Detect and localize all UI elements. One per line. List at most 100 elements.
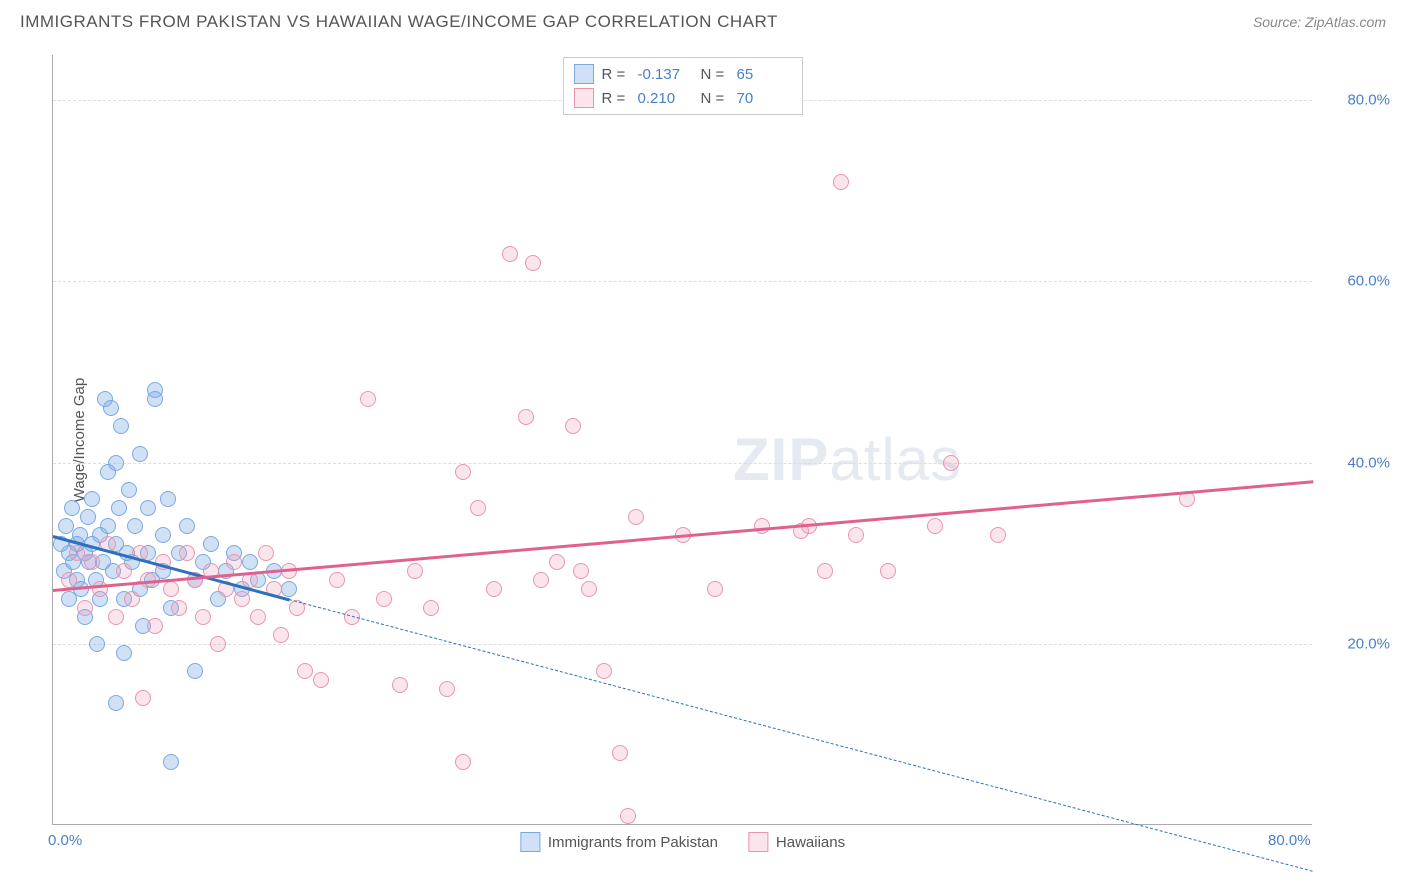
gridline: [53, 281, 1312, 282]
data-point: [80, 509, 96, 525]
data-point: [754, 518, 770, 534]
y-tick-label: 80.0%: [1347, 92, 1390, 109]
data-point: [124, 591, 140, 607]
data-point: [203, 536, 219, 552]
data-point: [116, 563, 132, 579]
data-point: [281, 581, 297, 597]
data-point: [549, 554, 565, 570]
data-point: [84, 491, 100, 507]
data-point: [89, 636, 105, 652]
data-point: [707, 581, 723, 597]
r-value: -0.137: [638, 66, 693, 83]
data-point: [927, 518, 943, 534]
gridline: [53, 463, 1312, 464]
data-point: [313, 672, 329, 688]
n-label: N =: [701, 66, 729, 83]
data-point: [116, 645, 132, 661]
chart-title: IMMIGRANTS FROM PAKISTAN VS HAWAIIAN WAG…: [20, 12, 778, 32]
data-point: [163, 581, 179, 597]
data-point: [210, 636, 226, 652]
watermark-light: atlas: [829, 426, 961, 493]
data-point: [258, 545, 274, 561]
legend-label: Immigrants from Pakistan: [548, 834, 718, 851]
data-point: [518, 409, 534, 425]
watermark: ZIPatlas: [733, 425, 961, 494]
trend-line: [289, 599, 1313, 872]
data-point: [612, 745, 628, 761]
data-point: [533, 572, 549, 588]
legend-row: R = -0.137 N = 65: [574, 62, 792, 86]
data-point: [64, 500, 80, 516]
trend-line: [53, 481, 1313, 592]
data-point: [848, 527, 864, 543]
data-point: [376, 591, 392, 607]
data-point: [113, 418, 129, 434]
y-tick-label: 20.0%: [1347, 635, 1390, 652]
data-point: [132, 446, 148, 462]
n-value: 70: [737, 90, 792, 107]
data-point: [573, 563, 589, 579]
x-tick-label: 80.0%: [1268, 832, 1311, 849]
data-point: [596, 663, 612, 679]
data-point: [620, 808, 636, 824]
r-label: R =: [602, 90, 630, 107]
data-point: [407, 563, 423, 579]
plot-area: ZIPatlas R =-0.137N =65R =0.210N =70 Imm…: [52, 55, 1312, 825]
data-point: [135, 690, 151, 706]
data-point: [100, 518, 116, 534]
legend-item: Hawaiians: [748, 832, 845, 852]
data-point: [502, 246, 518, 262]
data-point: [108, 455, 124, 471]
legend-swatch: [574, 88, 594, 108]
legend-swatch: [520, 832, 540, 852]
data-point: [455, 754, 471, 770]
data-point: [234, 591, 250, 607]
data-point: [273, 627, 289, 643]
data-point: [195, 609, 211, 625]
data-point: [127, 518, 143, 534]
data-point: [833, 174, 849, 190]
data-point: [179, 545, 195, 561]
data-point: [121, 482, 137, 498]
data-point: [329, 572, 345, 588]
legend-item: Immigrants from Pakistan: [520, 832, 718, 852]
data-point: [250, 609, 266, 625]
data-point: [111, 500, 127, 516]
chart-container: Wage/Income Gap ZIPatlas R =-0.137N =65R…: [52, 55, 1392, 825]
data-point: [242, 554, 258, 570]
x-tick-label: 0.0%: [48, 832, 82, 849]
watermark-bold: ZIP: [733, 426, 829, 493]
data-point: [360, 391, 376, 407]
data-point: [470, 500, 486, 516]
data-point: [392, 677, 408, 693]
data-point: [61, 572, 77, 588]
data-point: [187, 663, 203, 679]
gridline: [53, 644, 1312, 645]
legend-swatch: [748, 832, 768, 852]
data-point: [147, 618, 163, 634]
r-value: 0.210: [638, 90, 693, 107]
data-point: [817, 563, 833, 579]
data-point: [880, 563, 896, 579]
data-point: [943, 455, 959, 471]
y-tick-label: 40.0%: [1347, 454, 1390, 471]
data-point: [565, 418, 581, 434]
legend-swatch: [574, 64, 594, 84]
data-point: [155, 527, 171, 543]
data-point: [990, 527, 1006, 543]
data-point: [140, 500, 156, 516]
data-point: [171, 600, 187, 616]
data-point: [486, 581, 502, 597]
data-point: [163, 754, 179, 770]
n-value: 65: [737, 66, 792, 83]
r-label: R =: [602, 66, 630, 83]
data-point: [439, 681, 455, 697]
data-point: [160, 491, 176, 507]
source-label: Source: ZipAtlas.com: [1253, 14, 1386, 30]
data-point: [103, 400, 119, 416]
correlation-legend: R =-0.137N =65R =0.210N =70: [563, 57, 803, 115]
data-point: [226, 554, 242, 570]
data-point: [525, 255, 541, 271]
data-point: [581, 581, 597, 597]
data-point: [455, 464, 471, 480]
